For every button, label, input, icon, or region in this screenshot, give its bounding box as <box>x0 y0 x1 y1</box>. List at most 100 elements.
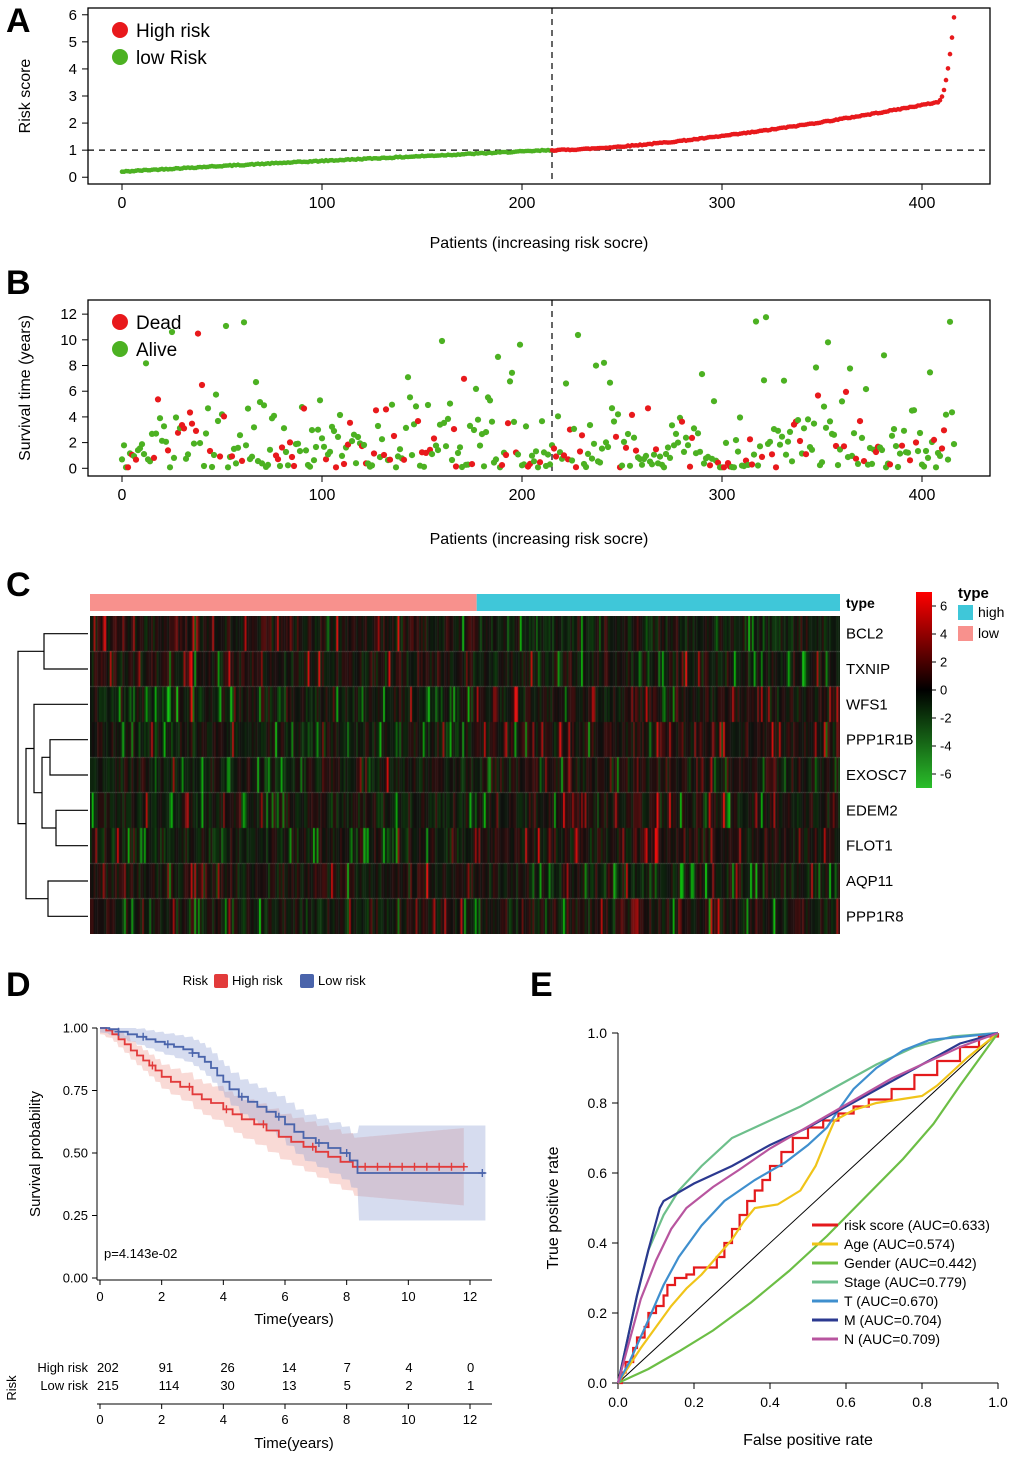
roc-y-tick-label: 0.4 <box>588 1235 608 1251</box>
gene-label: TXNIP <box>846 661 890 678</box>
roc-y-tick-label: 0.6 <box>588 1165 608 1181</box>
panel-label-c: C <box>6 566 31 604</box>
x-tick-label: 400 <box>909 487 936 504</box>
roc-x-tick-label: 0.0 <box>608 1394 628 1410</box>
colorbar-tick-label: -2 <box>940 711 952 726</box>
heatmap-canvas <box>90 616 840 934</box>
risk-table-value: 1 <box>467 1378 474 1393</box>
risk-table-value: 14 <box>282 1360 296 1375</box>
type-bar-label: type <box>846 595 875 611</box>
roc-y-tick-label: 0.8 <box>588 1095 608 1111</box>
km-y-tick-label: 1.00 <box>63 1021 88 1036</box>
roc-y-tick-label: 0.0 <box>588 1375 608 1391</box>
y-axis-label: Risk score <box>17 59 34 134</box>
risk-table-value: 91 <box>159 1360 173 1375</box>
legend-label-alive: Alive <box>136 340 177 361</box>
risk-table-tick-label: 10 <box>401 1412 415 1427</box>
y-tick-label: 8 <box>69 358 77 375</box>
risk-table-tick-label: 12 <box>463 1412 477 1427</box>
km-y-axis-label: Survival probability <box>27 1091 44 1217</box>
y-tick-label: 12 <box>60 306 77 323</box>
legend-label-dead: Dead <box>136 313 181 334</box>
km-legend-label-low: Low risk <box>318 973 366 988</box>
km-legend-label-high: High risk <box>232 973 283 988</box>
legend-dot-alive <box>112 341 128 357</box>
risk-table-value: 7 <box>344 1360 351 1375</box>
colorbar-tick-label: -6 <box>940 767 952 782</box>
y-tick-label: 4 <box>69 61 77 78</box>
y-tick-label: 0 <box>69 460 77 477</box>
km-legend-swatch-high <box>214 974 228 988</box>
panel-label-d: D <box>6 966 31 1004</box>
y-tick-label: 0 <box>69 169 77 186</box>
roc-x-tick-label: 0.6 <box>836 1394 856 1410</box>
risk-table-tick-label: 8 <box>343 1412 350 1427</box>
y-tick-label: 2 <box>69 115 77 132</box>
survival-points <box>118 314 958 471</box>
km-y-tick-label: 0.75 <box>63 1083 88 1098</box>
gene-label: PPP1R1B <box>846 732 914 749</box>
gene-label: AQP11 <box>846 873 893 890</box>
panel-e-roc-curves: 0.00.0 0.2 0.2 0.4 0.4 0.6 0.6 0.8 0.8 1.0 1.0 True… <box>545 1025 1008 1449</box>
survival-time-chart: 0 2 4 6 8 10 12 0 100 200 300 400 Survival time (yea… <box>17 299 991 548</box>
roc-x-tick-label: 0.8 <box>912 1394 932 1410</box>
type-bar-high <box>476 594 840 611</box>
x-axis-label: Patients (increasing risk socre) <box>430 235 649 252</box>
roc-y-axis-label: True positive rate <box>545 1146 562 1269</box>
km-legend: Risk High risk Low risk <box>183 973 366 988</box>
colorbar: 6 4 2 0 -2 -4 -6 <box>916 592 952 788</box>
plot-box <box>87 299 991 477</box>
risk-table-value: 114 <box>159 1378 180 1393</box>
km-y-tick-label: 0.00 <box>63 1271 88 1286</box>
x-tick-label: 0 <box>118 195 127 212</box>
roc-curve <box>617 1032 999 1384</box>
roc-legend-label: Stage (AUC=0.779) <box>844 1274 967 1290</box>
type-bar-low <box>90 594 477 611</box>
legend-label-low-risk: low Risk <box>136 48 207 69</box>
panel-b-survival-time-plot: 0 2 4 6 8 10 12 0 100 200 300 400 Survival time (yea… <box>17 299 991 548</box>
roc-x-tick-label: 0.4 <box>760 1394 780 1410</box>
roc-x-tick-label: 0.2 <box>684 1394 704 1410</box>
heatmap-annotations: type BCL2 TXNIP WFS1 PPP1R1B EXOSC7 EDEM2 FLOT1… <box>17 585 1004 925</box>
gene-label: PPP1R8 <box>846 908 904 925</box>
type-legend-swatch-high <box>958 605 973 620</box>
panel-c-heatmap: type BCL2 TXNIP WFS1 PPP1R1B EXOSC7 EDEM2 FLOT1… <box>0 558 1020 958</box>
type-legend-swatch-low <box>958 626 973 641</box>
gene-label: WFS1 <box>846 696 888 713</box>
km-x-tick-label: 6 <box>281 1289 288 1304</box>
roc-x-tick-label: 1.0 <box>988 1394 1008 1410</box>
roc-curve <box>616 1031 999 1384</box>
legend-dot-low-risk <box>112 49 128 65</box>
y-tick-label: 1 <box>69 142 77 159</box>
risk-table-value: 0 <box>467 1360 474 1375</box>
risk-table-value: 4 <box>405 1360 412 1375</box>
km-x-tick-label: 0 <box>96 1289 103 1304</box>
panel-label-b: B <box>6 264 31 302</box>
roc-chart: 0.00.0 0.2 0.2 0.4 0.4 0.6 0.6 0.8 0.8 1.0 1.0 True… <box>545 1025 1008 1449</box>
km-x-tick-label: 10 <box>401 1289 415 1304</box>
risk-table-value: 13 <box>282 1378 296 1393</box>
plot-box <box>87 7 991 185</box>
roc-legend: risk score (AUC=0.633) Age (AUC=0.574) Gen… <box>812 1217 990 1347</box>
risk-score-points <box>119 15 957 174</box>
km-x-tick-label: 4 <box>220 1289 227 1304</box>
roc-curve <box>617 1031 999 1384</box>
roc-legend-label: T (AUC=0.670) <box>844 1293 938 1309</box>
risk-table-value: 202 <box>97 1360 119 1375</box>
km-legend-swatch-low <box>300 974 314 988</box>
roc-legend-label: N (AUC=0.709) <box>844 1331 940 1347</box>
risk-table-tick-label: 4 <box>220 1412 227 1427</box>
type-legend-title: type <box>958 585 989 602</box>
risk-table-tick-label: 0 <box>96 1412 103 1427</box>
legend: Dead Alive <box>112 313 181 361</box>
colorbar-tick-label: 2 <box>940 655 947 670</box>
type-legend-label-low: low <box>978 625 1000 641</box>
y-tick-label: 4 <box>69 409 77 426</box>
risk-score-chart: 0 1 2 3 4 5 6 0 100 200 300 400 Risk score Patients (… <box>17 7 991 252</box>
km-x-axis-label: Time(years) <box>254 1311 333 1328</box>
type-legend: type high low <box>958 585 1004 641</box>
km-y-tick-label: 0.25 <box>63 1208 88 1223</box>
km-curve <box>100 1027 464 1168</box>
km-y-tick-label: 0.50 <box>63 1146 88 1161</box>
type-legend-label-high: high <box>978 604 1004 620</box>
